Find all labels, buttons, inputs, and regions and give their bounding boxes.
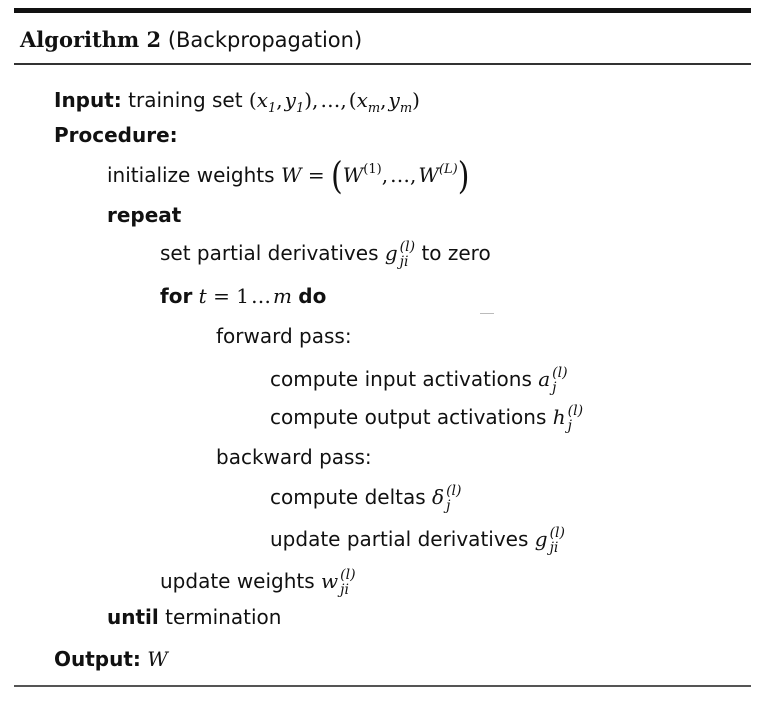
backward-pass-line: backward pass: — [216, 444, 372, 470]
input-line: Input: training set (x1, y1), …, (xm, ym… — [54, 87, 420, 116]
do-keyword: do — [298, 284, 327, 308]
loop-range-formula: t = 1 … m — [198, 284, 292, 308]
update-weights-text: update weights — [160, 569, 315, 593]
output-keyword: Output: — [54, 647, 141, 671]
compute-output-text: compute output activations — [270, 405, 547, 429]
algorithm-name: (Backpropagation) — [167, 28, 363, 52]
compute-deltas-text: compute deltas — [270, 485, 426, 509]
update-derivatives-line: update partial derivatives g (l) ji — [270, 526, 565, 555]
until-keyword: until — [107, 605, 159, 629]
training-set-formula: (x1, y1), …, (xm, ym) — [248, 88, 420, 116]
output-line: Output: W — [54, 646, 168, 672]
delta-indices: (l) j — [446, 483, 462, 514]
initialize-text: initialize weights — [107, 163, 275, 187]
until-text: termination — [165, 605, 282, 629]
compute-deltas-line: compute deltas δ (l) j — [270, 484, 461, 513]
until-line: until termination — [107, 604, 281, 630]
weights-formula: W = (W(1), …, W(L)) — [280, 154, 470, 199]
caption-rule — [14, 63, 751, 65]
backward-pass-text: backward pass: — [216, 445, 372, 469]
g-update-indices: (l) ji — [549, 525, 565, 556]
output-variable: W — [147, 647, 168, 671]
g-indices: (l) ji — [399, 239, 416, 270]
initialize-line: initialize weights W = (W(1), …, W(L)) — [107, 154, 470, 199]
repeat-keyword: repeat — [107, 203, 182, 227]
top-rule — [14, 8, 751, 13]
compute-input-text: compute input activations — [270, 367, 532, 391]
h-indices: (l) j — [567, 403, 584, 434]
forward-pass-text: forward pass: — [216, 324, 352, 348]
w-indices: (l) ji — [340, 567, 356, 598]
input-keyword: Input: — [54, 88, 122, 112]
set-derivatives-line: set partial derivatives g (l) ji to zero — [160, 240, 491, 269]
for-line: for t = 1 … m do — [160, 283, 326, 309]
bottom-rule — [14, 685, 751, 687]
delta-symbol: δ — [432, 485, 445, 509]
update-weights-line: update weights w (l) ji — [160, 568, 356, 597]
w-symbol: w — [321, 569, 339, 593]
compute-output-line: compute output activations h (l) j — [270, 404, 583, 433]
input-text: training set — [128, 88, 243, 112]
update-derivatives-text: update partial derivatives — [270, 527, 529, 551]
algorithm-label: Algorithm 2 — [20, 27, 162, 52]
g-symbol: g — [384, 241, 398, 265]
repeat-line: repeat — [107, 202, 181, 228]
procedure-keyword: Procedure: — [54, 123, 178, 147]
g-update-symbol: g — [534, 527, 548, 551]
a-symbol: a — [538, 367, 551, 391]
for-keyword: for — [160, 284, 193, 308]
compute-input-line: compute input activations a (l) j — [270, 366, 568, 395]
h-symbol: h — [552, 405, 566, 429]
a-indices: (l) j — [552, 365, 568, 396]
procedure-line: Procedure: — [54, 122, 178, 148]
set-derivatives-text: set partial derivatives — [160, 241, 379, 265]
algorithm-caption: Algorithm 2 (Backpropagation) — [20, 27, 362, 52]
forward-pass-line: forward pass: — [216, 323, 352, 349]
scan-artifact — [480, 313, 494, 314]
set-derivatives-suffix: to zero — [421, 241, 491, 265]
